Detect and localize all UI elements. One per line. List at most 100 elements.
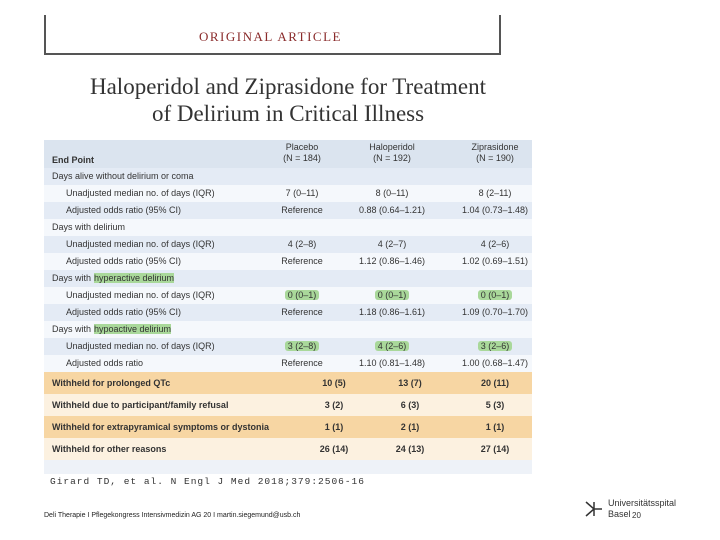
- label-part: Withheld due to participant/family refus…: [52, 399, 229, 410]
- table-row: Unadjusted median no. of days (IQR) 4 (2–…: [44, 236, 532, 253]
- table-row: Adjusted odds ratio (95% CI) Reference 1.1…: [44, 304, 532, 321]
- cell: 3 (2–8): [252, 341, 352, 351]
- cell-value: 20 (11): [480, 377, 510, 388]
- cell-value: 27 (14): [480, 443, 510, 454]
- cell: 7 (0–11): [252, 188, 352, 198]
- column-header: Haloperidol: [369, 142, 415, 152]
- label-part: Withheld for prolonged QTc: [52, 377, 171, 388]
- cell-value: 7 (0–11): [285, 188, 319, 198]
- row-label: Adjusted odds ratio: [66, 358, 143, 368]
- table-row: Unadjusted median no. of days (IQR) 3 (2–…: [44, 338, 532, 355]
- cell: 0.88 (0.64–1.21): [342, 205, 442, 215]
- label-part: Days with: [52, 324, 92, 334]
- cell-value: 1.12 (0.86–1.46): [358, 256, 426, 266]
- cell: 24 (13): [360, 444, 460, 454]
- cell-value: 1.04 (0.73–1.48): [461, 205, 529, 215]
- label-part: Adjusted odds ratio: [66, 358, 144, 368]
- row-label: Adjusted odds ratio (95% CI): [66, 307, 181, 317]
- cell-value: 1.18 (0.86–1.61): [358, 307, 426, 317]
- cell: Reference: [252, 256, 352, 266]
- table-row: Unadjusted median no. of days (IQR) 0 (0–…: [44, 287, 532, 304]
- logo-text: Basel: [608, 509, 631, 519]
- cell-value: Reference: [281, 358, 323, 368]
- cell: 1.04 (0.73–1.48): [445, 205, 545, 215]
- table: End Point Placebo (N = 184) Haloperidol (N =…: [44, 140, 532, 474]
- cell: 3 (2–6): [445, 341, 545, 351]
- cell-value: 0 (0–1): [477, 290, 513, 300]
- cell: 4 (2–6): [342, 341, 442, 351]
- title: Haloperidol and Ziprasidone for Treatmen…: [89, 74, 487, 99]
- column-header: (N = 184): [283, 153, 321, 163]
- cell: Reference: [252, 307, 352, 317]
- cell-value: Reference: [281, 256, 323, 266]
- label-part: Withheld for extrapyramical symptoms or …: [52, 421, 269, 432]
- cell: 0 (0–1): [252, 290, 352, 300]
- page-number: 20: [632, 511, 641, 520]
- cell: 10 (5): [284, 378, 384, 388]
- row-label: Withheld for extrapyramical symptoms or …: [52, 422, 269, 432]
- table-row: Withheld for other reasons 26 (14) 24 (13)…: [44, 438, 532, 460]
- cell-value: 6 (3): [400, 399, 420, 410]
- cell: 4 (2–7): [342, 239, 442, 249]
- label-part: hyperactive delirium: [94, 273, 175, 283]
- label-part: Unadjusted median no. of days (IQR): [66, 188, 215, 198]
- cell-value: 3 (2–8): [284, 341, 320, 351]
- table-row: Withheld for prolonged QTc 10 (5) 13 (7) 20…: [44, 372, 532, 394]
- citation: Girard TD, et al. N Engl J Med 2018;379:…: [50, 476, 365, 487]
- cell: 0 (0–1): [342, 290, 442, 300]
- row-label: Withheld due to participant/family refus…: [52, 400, 228, 410]
- table-row: Days alive without delirium or coma: [44, 168, 532, 185]
- row-label: Days with hyperactive delirium: [52, 273, 175, 283]
- cell-value: 1.02 (0.69–1.51): [461, 256, 529, 266]
- row-label: Unadjusted median no. of days (IQR): [66, 341, 215, 351]
- cell-value: 3 (2–6): [477, 341, 513, 351]
- cell: Reference: [252, 205, 352, 215]
- cell: 1.02 (0.69–1.51): [445, 256, 545, 266]
- row-label: Adjusted odds ratio (95% CI): [66, 205, 181, 215]
- kicker: ORIGINAL ARTICLE: [199, 29, 342, 44]
- cell: Reference: [252, 358, 352, 368]
- column-header: Ziprasidone: [471, 142, 519, 152]
- cell: 13 (7): [360, 378, 460, 388]
- cell-value: Reference: [281, 307, 323, 317]
- row-label: Days with hypoactive delirium: [52, 324, 172, 334]
- cell-value: 3 (2): [324, 399, 344, 410]
- logo-icon: [585, 501, 602, 517]
- cell-value: 0 (0–1): [374, 290, 410, 300]
- label-part: Unadjusted median no. of days (IQR): [66, 341, 215, 351]
- cell-value: 1 (1): [485, 421, 505, 432]
- label-part: Adjusted odds ratio (95% CI): [66, 307, 182, 317]
- header-box: [44, 15, 501, 55]
- cell-value: 4 (2–8): [287, 239, 317, 249]
- cell-value: 4 (2–6): [374, 341, 410, 351]
- header-row: [44, 140, 532, 168]
- cell: 27 (14): [445, 444, 545, 454]
- cell: 1 (1): [284, 422, 384, 432]
- cell-value: 26 (14): [319, 443, 349, 454]
- cell-value: 4 (2–7): [377, 239, 407, 249]
- cell: 1.18 (0.86–1.61): [342, 307, 442, 317]
- cell: 4 (2–8): [252, 239, 352, 249]
- cell: 1 (1): [445, 422, 545, 432]
- table-row: Withheld due to participant/family refus…: [44, 394, 532, 416]
- cell-value: 1.00 (0.68–1.47): [461, 358, 529, 368]
- label-part: Unadjusted median no. of days (IQR): [66, 239, 215, 249]
- cell: 1.12 (0.86–1.46): [342, 256, 442, 266]
- table-row: Days with hypoactive delirium: [44, 321, 532, 338]
- label-part: Days with delirium: [52, 222, 126, 232]
- cell: 1.09 (0.70–1.70): [445, 307, 545, 317]
- table-row: Days with hyperactive delirium: [44, 270, 532, 287]
- cell: 20 (11): [445, 378, 545, 388]
- cell: 8 (0–11): [342, 188, 442, 198]
- cell-value: 13 (7): [398, 377, 422, 388]
- cell-value: Reference: [281, 205, 323, 215]
- cell-value: 5 (3): [485, 399, 505, 410]
- row-label: Days with delirium: [52, 222, 125, 232]
- row-label: Unadjusted median no. of days (IQR): [66, 239, 215, 249]
- row-label: Withheld for prolonged QTc: [52, 378, 170, 388]
- label-part: Days with: [52, 273, 92, 283]
- cell: 4 (2–6): [445, 239, 545, 249]
- label-part: Days alive without delirium or coma: [52, 171, 194, 181]
- row-label: Unadjusted median no. of days (IQR): [66, 290, 215, 300]
- cell-value: 2 (1): [400, 421, 420, 432]
